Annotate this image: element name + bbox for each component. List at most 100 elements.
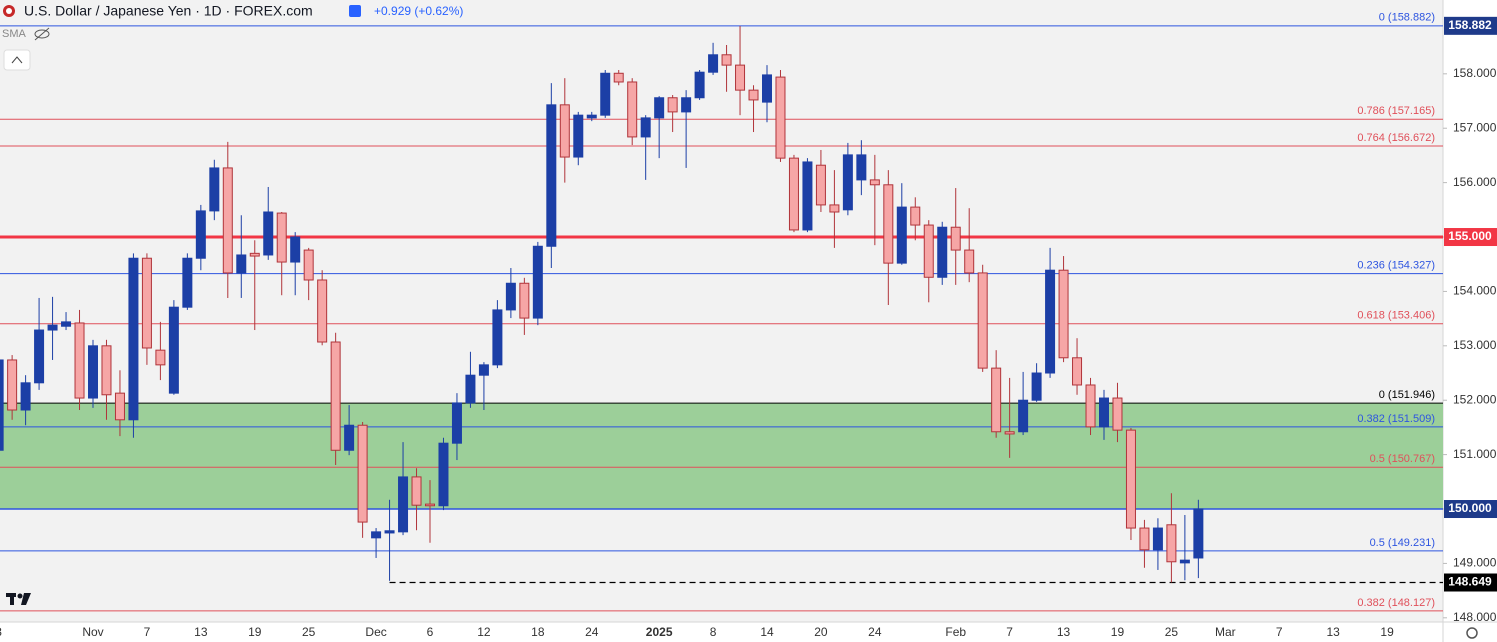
candle-body bbox=[748, 89, 759, 101]
candle-body bbox=[883, 184, 894, 264]
axis-labels: 148.000 149.000 150.000 151.000 152.000 153.0… bbox=[0, 16, 1497, 639]
settings-button[interactable] bbox=[1466, 627, 1478, 639]
candle-body bbox=[869, 179, 880, 186]
candle-body bbox=[505, 282, 516, 311]
candle-body bbox=[330, 341, 341, 451]
candle-body bbox=[708, 54, 719, 73]
candle-body bbox=[640, 117, 651, 138]
y-tick-label: 157.000 bbox=[1453, 120, 1497, 134]
candle-body bbox=[1125, 429, 1136, 529]
y-tick-label: 158.000 bbox=[1453, 66, 1497, 80]
x-tick-label: 20 bbox=[814, 625, 828, 639]
level-label: 0.236 (154.327) bbox=[1357, 260, 1435, 272]
x-tick-label: 7 bbox=[1006, 625, 1013, 639]
plot-background bbox=[0, 0, 1443, 622]
candle-body bbox=[492, 309, 503, 366]
candle-body bbox=[1085, 384, 1096, 428]
logo-part bbox=[17, 593, 23, 599]
candle-body bbox=[263, 211, 274, 256]
x-tick-label: 7 bbox=[144, 625, 151, 639]
price-change: +0.929 (+0.62%) bbox=[374, 4, 463, 18]
candle-body bbox=[128, 257, 139, 421]
level-label: 0.764 (156.672) bbox=[1357, 132, 1435, 144]
candle-body bbox=[47, 324, 58, 331]
eye-slash bbox=[34, 27, 50, 41]
candle-body bbox=[586, 114, 597, 119]
candle-body bbox=[74, 322, 85, 399]
x-tick-label: 19 bbox=[1111, 625, 1125, 639]
candle-body bbox=[7, 359, 18, 411]
candle-body bbox=[141, 257, 152, 349]
y-tick-label: 149.000 bbox=[1453, 556, 1497, 570]
candle-body bbox=[34, 329, 45, 384]
price-tag bbox=[1444, 573, 1497, 592]
candle-body bbox=[465, 374, 476, 404]
candle-body bbox=[411, 476, 422, 506]
collapse-button[interactable] bbox=[3, 49, 31, 71]
candle-body bbox=[101, 345, 112, 396]
price-tag bbox=[1444, 228, 1497, 247]
price-tag-label: 150.000 bbox=[1448, 501, 1492, 515]
candle-body bbox=[573, 114, 584, 158]
x-tick-label: 7 bbox=[1276, 625, 1283, 639]
y-tick-label: 151.000 bbox=[1453, 447, 1497, 461]
price-tag-label: 148.649 bbox=[1448, 575, 1492, 589]
price-tag-label: 158.882 bbox=[1448, 18, 1492, 32]
candle-body bbox=[1139, 527, 1150, 551]
candle-body bbox=[1004, 431, 1015, 435]
indicator-label[interactable]: SMA bbox=[2, 28, 27, 40]
price-tag bbox=[1444, 500, 1497, 519]
candle-body bbox=[155, 349, 166, 366]
candle-body bbox=[371, 531, 382, 539]
candle-body bbox=[20, 382, 31, 411]
price-axis bbox=[1443, 0, 1497, 642]
candle-body bbox=[1031, 372, 1042, 401]
price-tag bbox=[1444, 16, 1497, 35]
candle-body bbox=[762, 74, 772, 103]
candle-body bbox=[627, 81, 638, 138]
candle-body bbox=[222, 167, 233, 274]
x-tick-label: Nov bbox=[82, 625, 103, 639]
candle-body bbox=[425, 503, 435, 507]
plot: 0 (158.882) 0.786 (157.165) 0.764 (156.672… bbox=[0, 12, 1443, 612]
symbol-flag bbox=[6, 8, 12, 14]
x-tick-label: 19 bbox=[248, 625, 262, 639]
x-tick-label: 14 bbox=[760, 625, 774, 639]
overlay: U.S. Dollar / Japanese Yen · 1D · FOREX.… bbox=[2, 3, 1478, 639]
x-tick-label: Dec bbox=[365, 625, 386, 639]
x-tick-label: 12 bbox=[477, 625, 491, 639]
candle-body bbox=[344, 424, 355, 451]
candle-body bbox=[667, 97, 678, 113]
candle-body bbox=[532, 245, 543, 319]
candle-body bbox=[923, 224, 934, 278]
visibility-icon[interactable] bbox=[34, 27, 50, 41]
level-label: 0 (151.946) bbox=[1379, 389, 1435, 401]
x-tick-label: 24 bbox=[868, 625, 882, 639]
x-tick-label: 13 bbox=[194, 625, 208, 639]
candle-body bbox=[788, 157, 799, 231]
candle-body bbox=[735, 64, 746, 91]
candle-body bbox=[964, 249, 975, 274]
candle-body bbox=[438, 442, 449, 507]
candle-body bbox=[114, 392, 125, 421]
candle-body bbox=[896, 206, 907, 264]
x-tick-label: 13 bbox=[1057, 625, 1071, 639]
y-tick-label: 152.000 bbox=[1453, 392, 1497, 406]
candle-body bbox=[519, 282, 530, 319]
x-tick-label: 25 bbox=[302, 625, 316, 639]
level-label: 0.382 (148.127) bbox=[1357, 597, 1435, 609]
candle-body bbox=[1179, 559, 1190, 564]
candle-body bbox=[1072, 357, 1083, 386]
candle-body bbox=[182, 257, 193, 308]
candle-body bbox=[249, 252, 260, 257]
x-tick-label: 3 bbox=[0, 625, 2, 639]
candle-body bbox=[937, 226, 948, 278]
candle-body bbox=[1193, 508, 1204, 559]
candle-body bbox=[775, 76, 786, 159]
candle-body bbox=[195, 210, 206, 259]
x-tick-label: 8 bbox=[710, 625, 717, 639]
eye-icon bbox=[34, 29, 50, 39]
candle-body bbox=[910, 206, 921, 226]
status-icon[interactable] bbox=[349, 5, 361, 17]
